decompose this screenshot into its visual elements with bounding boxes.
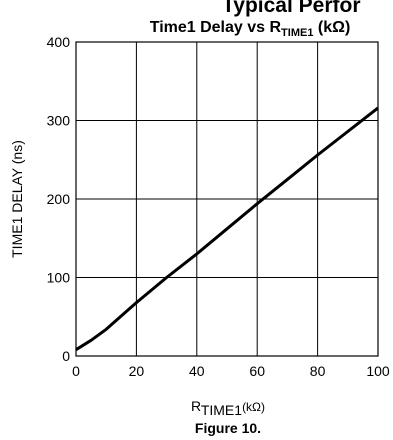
x-axis-label-main: R — [191, 398, 201, 414]
y-tick-label: 100 — [47, 270, 71, 286]
grid — [75, 41, 379, 357]
chart-title-unit: (kΩ) — [313, 19, 350, 36]
figure-caption: Figure 10. — [195, 420, 261, 436]
x-axis-label: RTIME1(kΩ) — [191, 398, 265, 418]
chart-title: Time1 Delay vs RTIME1 (kΩ) — [150, 19, 351, 39]
y-tick-label: 200 — [47, 191, 71, 207]
x-axis-label-subscript: TIME1 — [201, 402, 242, 418]
series — [75, 106, 379, 351]
y-axis-label: TIME1 DELAY (ns) — [9, 140, 25, 258]
y-tick-label: 300 — [47, 113, 71, 129]
chart-title-subscript: TIME1 — [281, 27, 313, 39]
series-line — [75, 106, 379, 351]
x-tick-label: 60 — [249, 363, 265, 379]
x-tick-label: 40 — [189, 363, 205, 379]
x-tick-label: 100 — [366, 363, 390, 379]
section-heading: Typical Perfor — [222, 0, 361, 17]
y-tick-label: 0 — [62, 348, 70, 364]
x-tick-label: 80 — [310, 363, 326, 379]
plot-area-border — [75, 41, 379, 357]
chart-title-main: Time1 Delay vs R — [150, 19, 282, 36]
x-tick-label: 0 — [72, 363, 80, 379]
x-tick-label: 20 — [129, 363, 145, 379]
x-axis-label-unit: (kΩ) — [242, 400, 265, 414]
y-tick-label: 400 — [47, 34, 71, 50]
tick-labels: 0 20 40 60 80 100 0 100 200 300 400 — [47, 34, 390, 379]
